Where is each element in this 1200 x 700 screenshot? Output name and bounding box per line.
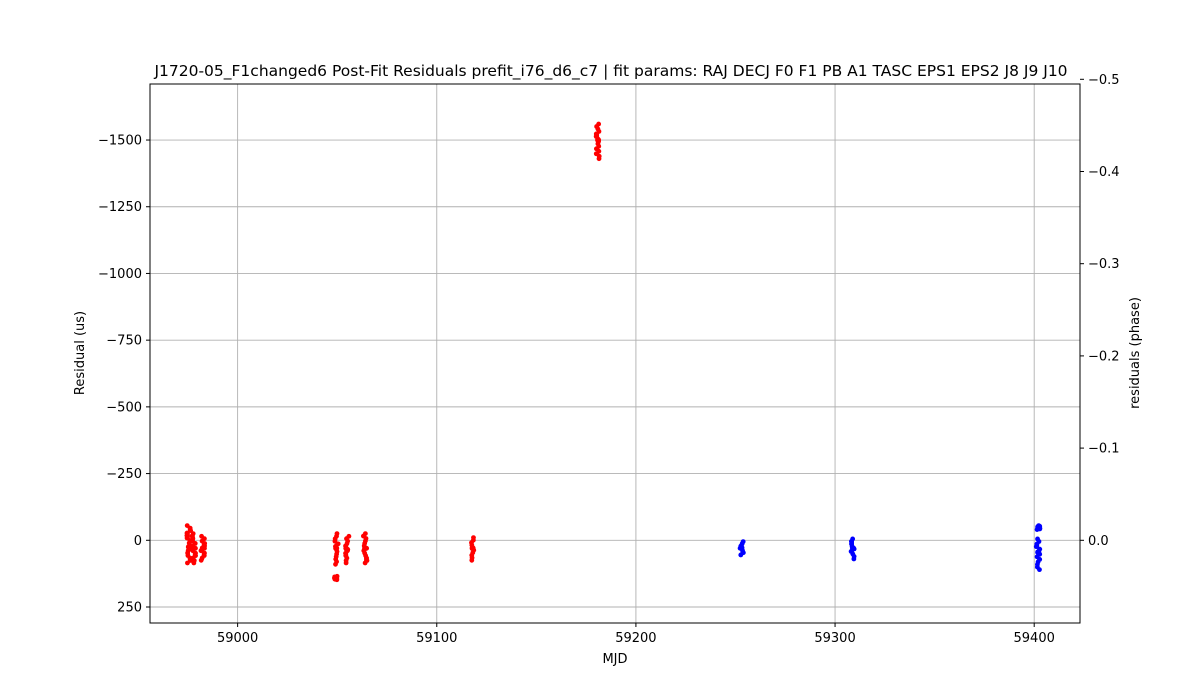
- residual-point: [738, 544, 745, 551]
- residual-point: [1035, 523, 1042, 530]
- residual-point: [344, 546, 351, 553]
- x-axis-ticks: 59000 59100 59200 59300 59400: [217, 623, 1055, 646]
- y-tick-label: −1500: [98, 134, 142, 149]
- residual-point: [362, 545, 369, 552]
- residual-point: [851, 556, 857, 562]
- y2-axis-label: residuals (phase): [1128, 297, 1143, 409]
- x-tick-label: 59100: [416, 631, 457, 646]
- residual-point: [333, 545, 340, 552]
- x-tick-label: 59400: [1014, 631, 1055, 646]
- residual-point: [596, 156, 602, 162]
- y-tick-label: 250: [117, 600, 142, 615]
- y2-tick-label: −0.4: [1088, 165, 1120, 180]
- residual-point: [738, 552, 744, 558]
- y-tick-label: −750: [106, 334, 142, 349]
- residual-point: [469, 557, 475, 563]
- y2-tick-label: 0.0: [1088, 534, 1109, 549]
- y-tick-label: 0: [134, 534, 142, 549]
- residual-point: [1037, 567, 1042, 573]
- y-tick-label: −250: [106, 467, 142, 482]
- residual-point: [333, 575, 340, 582]
- residual-point: [199, 545, 206, 552]
- x-axis-label: MJD: [602, 652, 627, 667]
- series-0: [184, 121, 602, 583]
- residual-point: [469, 545, 476, 552]
- residual-point: [1033, 544, 1039, 550]
- residual-point: [362, 560, 368, 566]
- x-tick-label: 59300: [814, 631, 855, 646]
- residual-point: [185, 560, 190, 566]
- y-axis-ticks: −1500 −1250 −1000 −750 −500 −250 0 250: [98, 134, 150, 615]
- x-tick-label: 59000: [217, 631, 258, 646]
- residual-point: [190, 545, 197, 552]
- y2-axis-ticks: −0.5 −0.4 −0.3 −0.2 −0.1 0.0: [1080, 73, 1120, 549]
- y-tick-label: −500: [106, 400, 142, 415]
- y2-tick-label: −0.2: [1088, 349, 1120, 364]
- chart-title: J1720-05_F1changed6 Post-Fit Residuals p…: [153, 62, 1067, 81]
- y2-tick-label: −0.5: [1088, 73, 1120, 88]
- residual-point: [849, 545, 856, 552]
- grid: [150, 84, 1080, 623]
- residual-point: [1035, 549, 1042, 556]
- residual-point: [333, 561, 338, 567]
- y-tick-label: −1250: [98, 200, 142, 215]
- x-tick-label: 59200: [615, 631, 656, 646]
- residual-point: [191, 560, 197, 566]
- y2-tick-label: −0.3: [1088, 257, 1120, 272]
- residual-point: [343, 560, 349, 566]
- residual-point: [198, 557, 204, 563]
- residual-point: [595, 137, 602, 144]
- data-points: [184, 121, 1043, 583]
- y2-tick-label: −0.1: [1088, 442, 1120, 457]
- y-tick-label: −1000: [98, 267, 142, 282]
- residual-point: [332, 538, 338, 544]
- y-axis-label: Residual (us): [73, 311, 88, 395]
- plot-frame: [149, 83, 1081, 624]
- series-1: [737, 523, 1043, 573]
